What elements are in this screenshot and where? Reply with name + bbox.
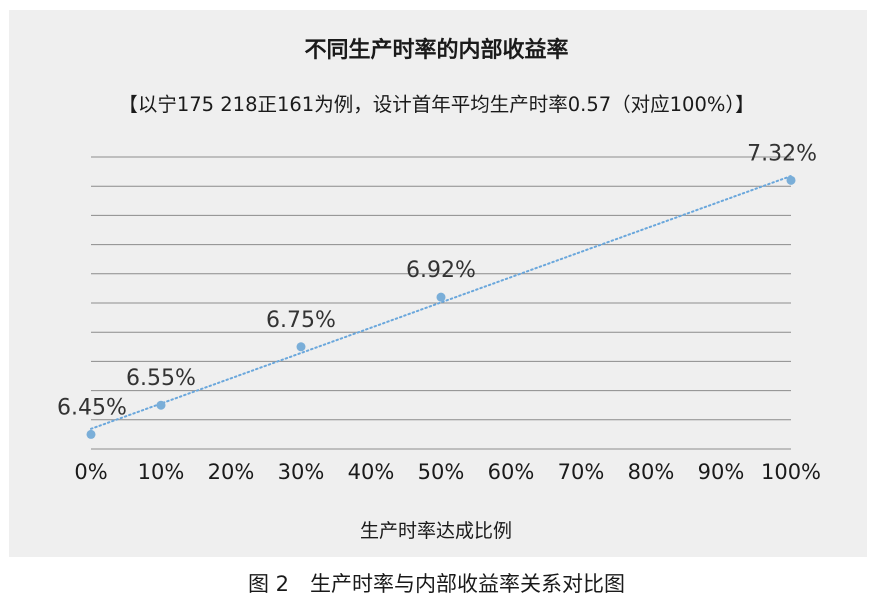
x-axis-label: 生产时率达成比例 <box>360 520 512 542</box>
data-label: 6.45% <box>57 395 127 420</box>
x-tick-label: 20% <box>208 460 255 484</box>
data-point <box>156 400 166 410</box>
data-label: 6.92% <box>406 258 476 283</box>
trendline <box>90 175 792 430</box>
chart-title: 不同生产时率的内部收益率 <box>304 38 569 63</box>
x-tick-label: 90% <box>698 460 745 484</box>
x-tick-label: 0% <box>74 460 107 484</box>
x-tick-label: 60% <box>488 460 535 484</box>
data-label: 6.75% <box>266 308 336 333</box>
x-tick-label: 80% <box>628 460 675 484</box>
data-point <box>436 292 446 302</box>
x-tick-label: 30% <box>278 460 325 484</box>
x-tick-label: 40% <box>348 460 395 484</box>
data-label: 7.32% <box>747 141 817 166</box>
data-label: 6.55% <box>126 366 196 391</box>
chart-subtitle: 【以宁175 218正161为例，设计首年平均生产时率0.57（对应100%）】 <box>118 93 755 116</box>
data-point <box>786 175 796 185</box>
data-point <box>296 342 306 352</box>
figure-caption: 图 2 生产时率与内部收益率关系对比图 <box>247 572 626 596</box>
x-tick-label: 50% <box>418 460 465 484</box>
chart-panel <box>9 10 867 557</box>
x-tick-label: 10% <box>138 460 185 484</box>
x-tick-label: 100% <box>761 460 821 484</box>
x-tick-label: 70% <box>558 460 605 484</box>
data-point <box>86 429 96 439</box>
